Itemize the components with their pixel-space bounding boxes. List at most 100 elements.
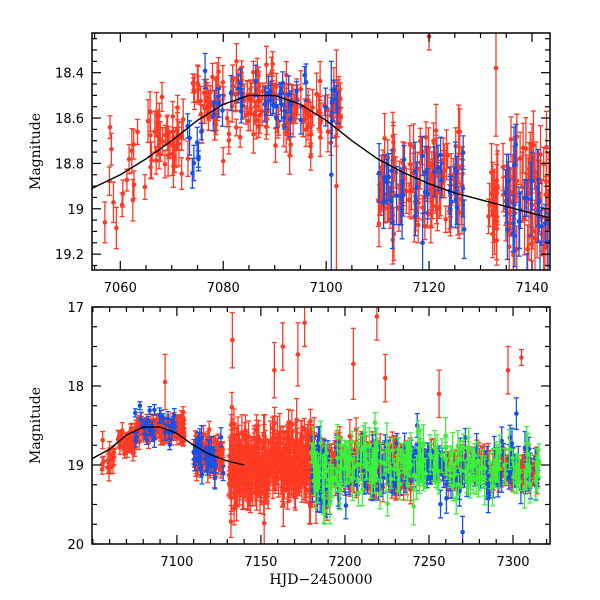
data-point-blue xyxy=(273,95,279,118)
data-point-blue xyxy=(195,142,201,172)
data-point-red xyxy=(110,457,116,475)
data-point-red xyxy=(100,430,106,450)
data-point-red xyxy=(179,121,185,152)
data-point-marker xyxy=(538,152,543,157)
y-tick-label: 19.2 xyxy=(55,248,84,263)
data-point-blue xyxy=(461,199,467,260)
data-point-red xyxy=(129,127,135,174)
data-point-blue xyxy=(263,87,269,116)
data-point-marker xyxy=(206,115,211,121)
data-point-marker xyxy=(220,158,226,164)
data-point-blue xyxy=(524,253,530,270)
data-point-marker xyxy=(231,83,236,89)
data-point-blue xyxy=(503,168,509,217)
data-point-marker xyxy=(287,117,293,122)
data-point-blue xyxy=(419,135,425,177)
data-point-blue xyxy=(210,100,216,132)
data-point-marker xyxy=(382,136,387,141)
data-point-marker xyxy=(212,439,218,444)
data-point-marker xyxy=(273,104,279,109)
data-point-red xyxy=(190,73,196,94)
data-point-marker xyxy=(238,81,243,86)
data-point-marker xyxy=(415,222,421,228)
data-point-red xyxy=(110,181,116,224)
data-point-blue xyxy=(528,161,534,237)
data-point-marker xyxy=(517,218,522,224)
data-point-marker xyxy=(317,111,322,116)
data-point-marker xyxy=(185,156,191,162)
data-point-marker xyxy=(427,187,433,192)
data-point-marker xyxy=(220,461,225,467)
data-point-blue xyxy=(420,212,426,270)
data-point-marker xyxy=(505,227,510,232)
data-point-marker xyxy=(489,191,494,196)
data-point-marker xyxy=(409,187,414,192)
data-point-marker xyxy=(420,240,425,246)
data-point-marker xyxy=(111,200,116,205)
data-point-marker xyxy=(175,128,180,134)
x-tick-label: 7140 xyxy=(515,281,548,296)
data-point-marker xyxy=(400,192,406,198)
data-point-red xyxy=(159,81,165,113)
data-point-red xyxy=(113,206,119,250)
data-point-red xyxy=(520,122,526,174)
data-point-blue xyxy=(389,196,395,250)
data-point-marker xyxy=(220,80,226,85)
data-point-marker xyxy=(198,129,204,134)
data-point-marker xyxy=(237,135,243,140)
data-point-marker xyxy=(287,153,292,158)
data-point-blue xyxy=(412,141,418,203)
data-point-red xyxy=(156,120,162,155)
data-point-red xyxy=(487,182,493,228)
data-point-marker xyxy=(191,87,197,93)
data-point-marker xyxy=(494,178,500,183)
data-point-marker xyxy=(134,421,139,427)
data-point-marker xyxy=(528,197,534,202)
top-y-axis-label: Magnitude xyxy=(28,113,44,190)
data-point-red xyxy=(257,95,263,135)
data-point-blue xyxy=(517,193,523,250)
data-point-red xyxy=(443,205,449,234)
data-point-marker xyxy=(494,226,500,231)
data-point-marker xyxy=(430,203,436,208)
data-point-marker xyxy=(443,216,449,222)
data-point-marker xyxy=(102,220,108,225)
data-point-marker xyxy=(435,206,440,212)
data-point-marker xyxy=(493,65,499,71)
data-point-red xyxy=(273,72,279,100)
data-point-red xyxy=(237,126,243,148)
data-point-marker xyxy=(131,142,136,147)
data-point-marker xyxy=(506,178,511,183)
data-point-marker xyxy=(432,169,437,175)
data-point-marker xyxy=(175,105,180,110)
data-point-red xyxy=(317,117,323,158)
data-point-marker xyxy=(181,417,187,423)
data-point-marker xyxy=(539,223,544,229)
data-point-marker xyxy=(433,128,439,133)
data-point-blue xyxy=(298,105,304,135)
data-point-marker xyxy=(165,130,170,135)
data-point-red xyxy=(308,142,314,171)
data-point-red xyxy=(102,201,108,244)
data-point-marker xyxy=(487,202,492,208)
data-point-red xyxy=(147,112,153,158)
data-point-marker xyxy=(224,115,230,121)
data-point-blue xyxy=(278,86,284,122)
data-point-marker xyxy=(114,225,119,231)
data-point-red xyxy=(417,127,423,155)
data-point-marker xyxy=(101,459,106,464)
data-point-marker xyxy=(234,59,239,64)
data-point-marker xyxy=(148,164,153,170)
data-point-marker xyxy=(512,233,518,239)
data-point-marker xyxy=(460,150,466,155)
data-point-blue xyxy=(386,152,392,202)
data-point-marker xyxy=(110,463,116,468)
top-tick-labels: 7060 7080 7100 7120 7140 18.4 18.6 18.8 19 19.2 xyxy=(55,67,548,296)
data-point-marker xyxy=(317,78,323,84)
data-point-marker xyxy=(107,124,113,130)
data-point-marker xyxy=(329,118,335,124)
data-point-marker xyxy=(390,192,396,197)
top-axis-ticks xyxy=(92,33,550,270)
data-point-marker xyxy=(394,193,399,198)
